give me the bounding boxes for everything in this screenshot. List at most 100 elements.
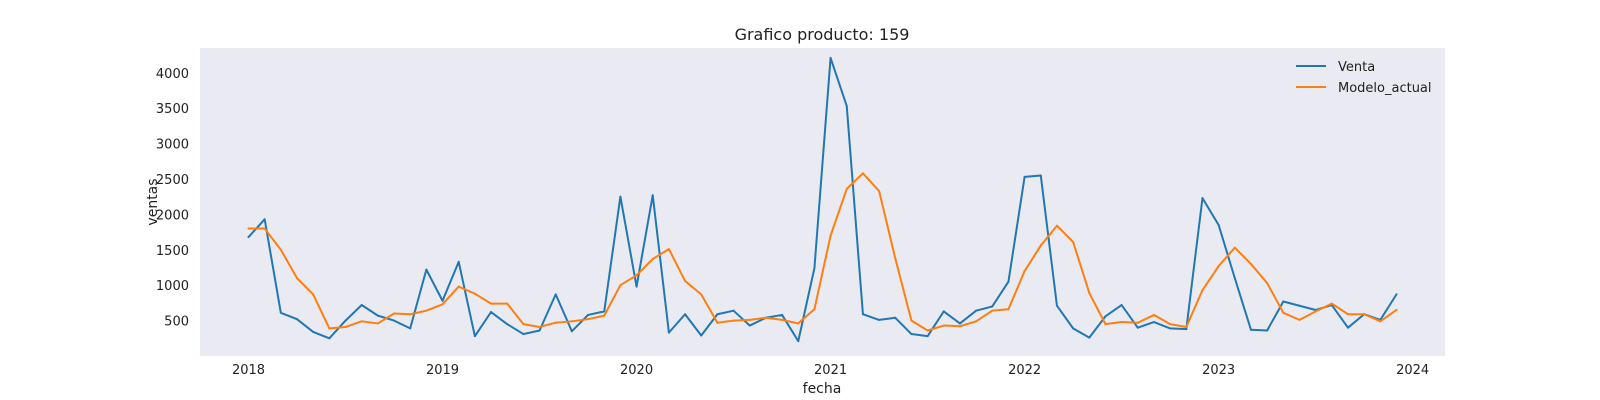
data-point (376, 322, 379, 325)
data-point (716, 313, 719, 316)
data-point (1007, 280, 1010, 283)
data-point (684, 279, 687, 282)
data-point (926, 335, 929, 338)
y-tick-label: 2000 (156, 208, 189, 223)
data-point (554, 321, 557, 324)
data-point (700, 334, 703, 337)
data-point (829, 56, 832, 59)
data-point (861, 172, 864, 175)
x-tick-label: 2018 (232, 363, 265, 378)
y-tick-label: 4000 (156, 67, 189, 82)
data-point (635, 274, 638, 277)
data-point (1185, 325, 1188, 328)
y-tick-label: 1500 (156, 244, 189, 259)
data-point (975, 320, 978, 323)
data-point (975, 309, 978, 312)
data-point (1152, 321, 1155, 324)
data-point (490, 311, 493, 314)
data-point (554, 293, 557, 296)
x-tick-label: 2022 (1008, 363, 1041, 378)
data-point (813, 267, 816, 270)
y-tick-label: 500 (164, 315, 189, 330)
data-point (781, 313, 784, 316)
legend: Venta Modelo_actual (1296, 60, 1432, 96)
data-point (1072, 327, 1075, 330)
data-point (1346, 326, 1349, 329)
series-layer (247, 56, 1398, 343)
data-point (667, 331, 670, 334)
data-point (328, 337, 331, 340)
data-point (797, 340, 800, 343)
data-point (651, 257, 654, 260)
data-point (457, 260, 460, 263)
legend-label: Modelo_actual (1338, 81, 1432, 96)
data-point (1201, 289, 1204, 292)
data-point (1055, 224, 1058, 227)
data-point (829, 234, 832, 237)
data-point (1152, 313, 1155, 316)
data-point (344, 325, 347, 328)
data-point (910, 333, 913, 336)
data-point (619, 284, 622, 287)
x-axis-ticks: 2018 2019 2020 2021 2022 2023 2024 (232, 363, 1429, 378)
data-point (1217, 224, 1220, 227)
x-tick-label: 2023 (1202, 363, 1235, 378)
data-point (473, 335, 476, 338)
data-point (700, 293, 703, 296)
data-point (1055, 304, 1058, 307)
data-point (667, 248, 670, 251)
data-point (1120, 321, 1123, 324)
data-point (1088, 336, 1091, 339)
chart-title: Grafico producto: 159 (735, 25, 910, 44)
x-tick-label: 2019 (426, 363, 459, 378)
data-point (894, 316, 897, 319)
y-tick-label: 2500 (156, 173, 189, 188)
data-point (991, 305, 994, 308)
data-point (296, 277, 299, 280)
data-point (797, 322, 800, 325)
data-point (732, 319, 735, 322)
data-point (878, 190, 881, 193)
data-point (538, 325, 541, 328)
data-point (926, 329, 929, 332)
data-point (1346, 313, 1349, 316)
data-point (1185, 328, 1188, 331)
data-point (1088, 291, 1091, 294)
data-point (1314, 310, 1317, 313)
data-point (635, 285, 638, 288)
data-point (441, 299, 444, 302)
y-tick-label: 3500 (156, 102, 189, 117)
data-point (247, 236, 250, 239)
data-point (748, 324, 751, 327)
data-point (1169, 327, 1172, 330)
data-point (748, 318, 751, 321)
data-point (490, 302, 493, 305)
data-point (473, 292, 476, 295)
data-point (587, 318, 590, 321)
data-point (247, 227, 250, 230)
data-point (1233, 277, 1236, 280)
data-point (522, 333, 525, 336)
data-point (312, 293, 315, 296)
data-point (279, 248, 282, 251)
data-point (441, 303, 444, 306)
data-point (1201, 197, 1204, 200)
data-point (1039, 174, 1042, 177)
x-axis-label: fecha (803, 381, 842, 397)
data-point (1233, 246, 1236, 249)
data-point (619, 195, 622, 198)
legend-label: Venta (1338, 60, 1375, 75)
data-point (409, 327, 412, 330)
data-point (360, 304, 363, 307)
data-point (845, 187, 848, 190)
data-point (878, 318, 881, 321)
data-point (587, 313, 590, 316)
data-point (1298, 304, 1301, 307)
data-point (894, 257, 897, 260)
x-tick-label: 2020 (620, 363, 653, 378)
data-point (716, 321, 719, 324)
data-point (1282, 300, 1285, 303)
data-point (1249, 328, 1252, 331)
data-point (732, 309, 735, 312)
